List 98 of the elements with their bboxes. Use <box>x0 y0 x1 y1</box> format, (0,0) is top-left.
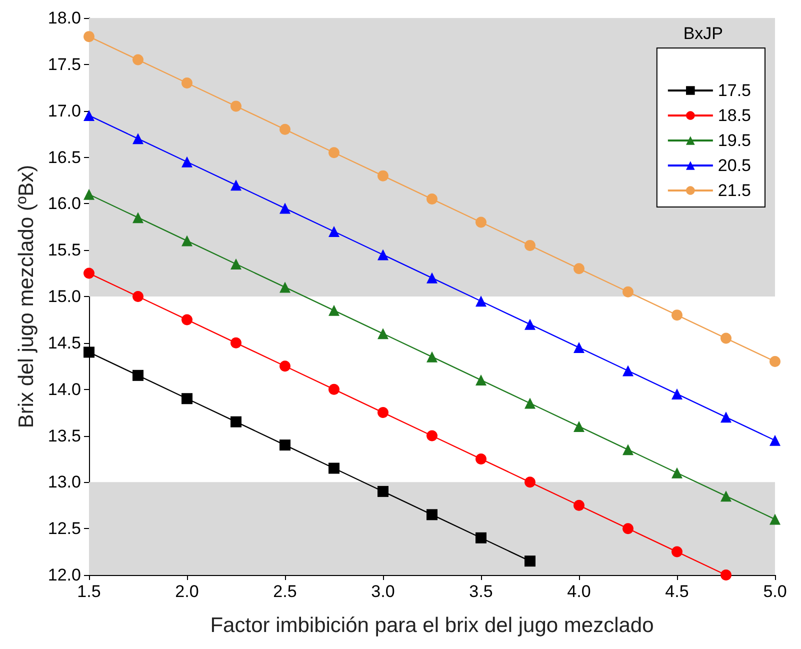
point <box>720 332 732 344</box>
point <box>720 570 732 580</box>
point <box>84 31 94 42</box>
point <box>476 453 486 464</box>
point <box>426 509 438 520</box>
point <box>181 393 192 404</box>
point <box>83 188 94 200</box>
point <box>280 360 290 372</box>
point <box>182 77 192 88</box>
point <box>132 370 144 381</box>
point <box>622 444 634 456</box>
legend-label: 18.5 <box>718 106 752 125</box>
point <box>378 407 388 418</box>
point <box>770 356 780 367</box>
point <box>328 147 340 158</box>
point <box>230 258 242 270</box>
point <box>84 268 94 279</box>
point <box>574 500 584 511</box>
point <box>720 490 732 502</box>
point <box>672 310 682 321</box>
y-tick-label: 13.0 <box>48 472 81 492</box>
point <box>770 514 780 525</box>
point <box>83 110 94 121</box>
point <box>475 296 486 307</box>
y-tick-label: 17.5 <box>48 54 81 74</box>
point <box>426 430 438 442</box>
point <box>476 216 486 228</box>
point <box>132 54 144 66</box>
point <box>574 263 584 274</box>
x-axis-title: Factor imbibición para el brix del jugo mezclado <box>210 614 654 637</box>
point <box>524 318 536 330</box>
x-tick-label: 4.0 <box>567 582 591 601</box>
point <box>426 272 438 284</box>
point <box>181 156 192 168</box>
point <box>377 486 388 497</box>
point <box>279 282 290 293</box>
point <box>770 434 780 446</box>
y-tick-label: 15.5 <box>48 240 81 260</box>
point <box>280 124 290 135</box>
point <box>83 346 94 358</box>
y-tick-label: 18.0 <box>48 8 81 28</box>
point <box>132 133 144 144</box>
point <box>230 337 242 348</box>
point <box>524 556 536 567</box>
legend-label: 21.5 <box>718 181 752 200</box>
point <box>377 328 388 340</box>
point <box>524 476 536 488</box>
x-tick-label: 2.5 <box>273 582 297 601</box>
point <box>573 342 584 354</box>
y-tick-label: 15.0 <box>48 287 81 306</box>
point <box>377 249 388 260</box>
point <box>426 351 438 362</box>
y-tick-label: 14.0 <box>48 380 81 399</box>
point <box>328 226 340 238</box>
point <box>328 384 340 395</box>
legend-label: 20.5 <box>718 156 752 175</box>
x-tick-label: 3.5 <box>469 582 493 601</box>
legend-label: 19.5 <box>718 131 752 150</box>
y-tick-label: 13.5 <box>48 426 81 446</box>
y-tick-label: 12.5 <box>48 519 81 538</box>
point <box>524 398 536 409</box>
x-tick-label: 5.0 <box>763 582 787 601</box>
x-tick-label: 4.5 <box>665 582 689 601</box>
point <box>622 523 634 534</box>
point <box>230 416 242 428</box>
point <box>378 170 388 182</box>
y-tick-label: 16.0 <box>48 194 81 214</box>
point <box>720 412 732 423</box>
point <box>328 462 340 474</box>
point <box>573 420 584 432</box>
y-tick-label: 12.0 <box>48 566 81 584</box>
point <box>524 240 536 251</box>
point <box>475 532 486 544</box>
y-tick-label: 17.0 <box>48 101 81 120</box>
point <box>426 194 438 205</box>
legend-label: 17.5 <box>718 81 752 100</box>
point <box>672 546 682 558</box>
point <box>475 374 486 386</box>
legend-title: BxJP <box>683 24 724 43</box>
point <box>230 100 242 112</box>
y-tick-label: 16.5 <box>48 148 81 167</box>
point <box>672 388 682 400</box>
point <box>622 286 634 298</box>
point <box>132 291 144 302</box>
y-axis-title: Brix del jugo mezclado (ºBx) <box>15 164 38 428</box>
point <box>672 467 682 478</box>
point <box>328 304 340 316</box>
x-tick-label: 3.0 <box>371 582 395 601</box>
point <box>279 440 290 451</box>
x-tick-label: 2.0 <box>175 582 199 601</box>
point <box>230 180 242 191</box>
point <box>279 202 290 214</box>
x-tick-label: 1.5 <box>77 582 101 601</box>
point <box>182 314 192 326</box>
point <box>132 212 144 224</box>
point <box>622 365 634 376</box>
point <box>181 235 192 246</box>
y-tick-label: 14.5 <box>48 333 81 352</box>
